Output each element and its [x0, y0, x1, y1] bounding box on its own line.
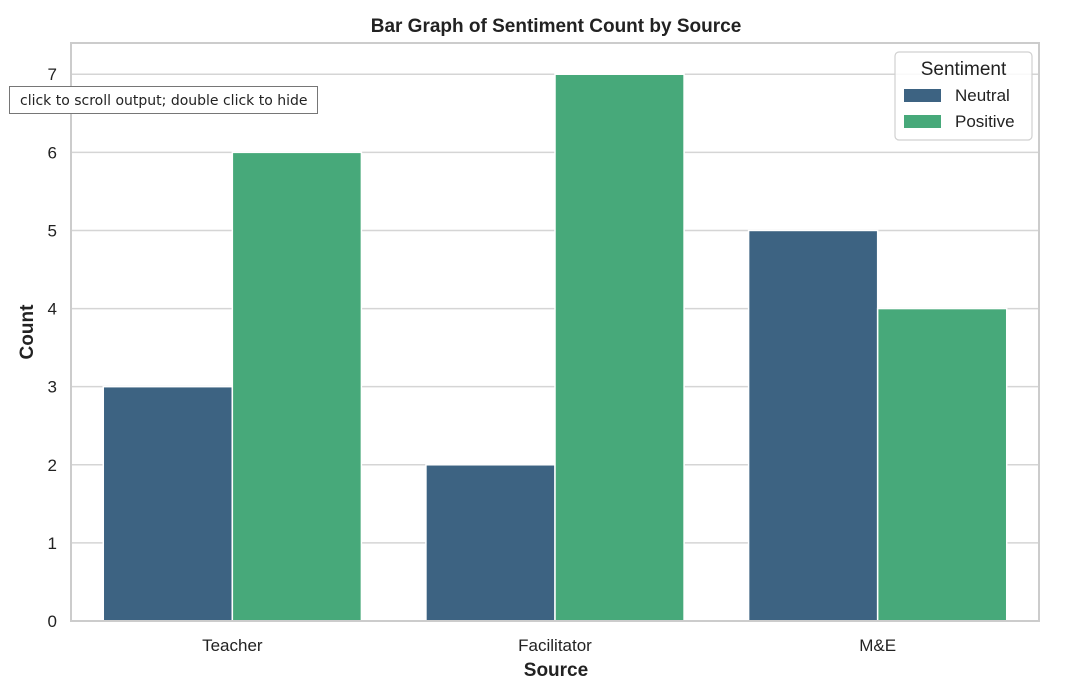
y-tick-label: 4 [48, 300, 57, 319]
y-axis-label: Count [17, 304, 38, 360]
x-tick-label: Facilitator [518, 636, 592, 655]
y-tick-label: 1 [48, 534, 57, 553]
legend-label-positive: Positive [955, 112, 1015, 131]
legend-swatch-positive [904, 115, 941, 128]
legend-title: Sentiment [921, 59, 1007, 80]
y-tick-label: 5 [48, 221, 57, 240]
bar-positive-0 [231, 151, 363, 622]
bars [102, 73, 1008, 622]
chart-title: Bar Graph of Sentiment Count by Source [371, 16, 742, 37]
y-tick-label: 6 [48, 143, 57, 162]
bar-neutral-2 [747, 229, 879, 622]
y-tick-label: 3 [48, 378, 57, 397]
x-tick-labels: Teacher Facilitator M&E [202, 636, 896, 655]
bar-positive-1 [554, 73, 685, 622]
output-tooltip[interactable]: click to scroll output; double click to … [9, 86, 319, 114]
bar-neutral-1 [425, 464, 556, 622]
legend-swatch-neutral [904, 89, 941, 102]
legend-label-neutral: Neutral [955, 86, 1010, 105]
legend: Sentiment Neutral Positive [894, 51, 1033, 141]
y-tick-label: 0 [48, 612, 57, 631]
y-tick-label: 2 [48, 456, 57, 475]
y-tick-labels: 0 1 2 3 4 5 6 7 [48, 65, 57, 631]
bar-neutral-0 [102, 385, 234, 622]
x-axis-label: Source [524, 660, 588, 681]
bar-positive-2 [876, 307, 1008, 622]
x-tick-label: Teacher [202, 636, 263, 655]
plot-frame [70, 42, 1040, 622]
x-tick-label: M&E [859, 636, 896, 655]
y-tick-label: 7 [48, 65, 57, 84]
